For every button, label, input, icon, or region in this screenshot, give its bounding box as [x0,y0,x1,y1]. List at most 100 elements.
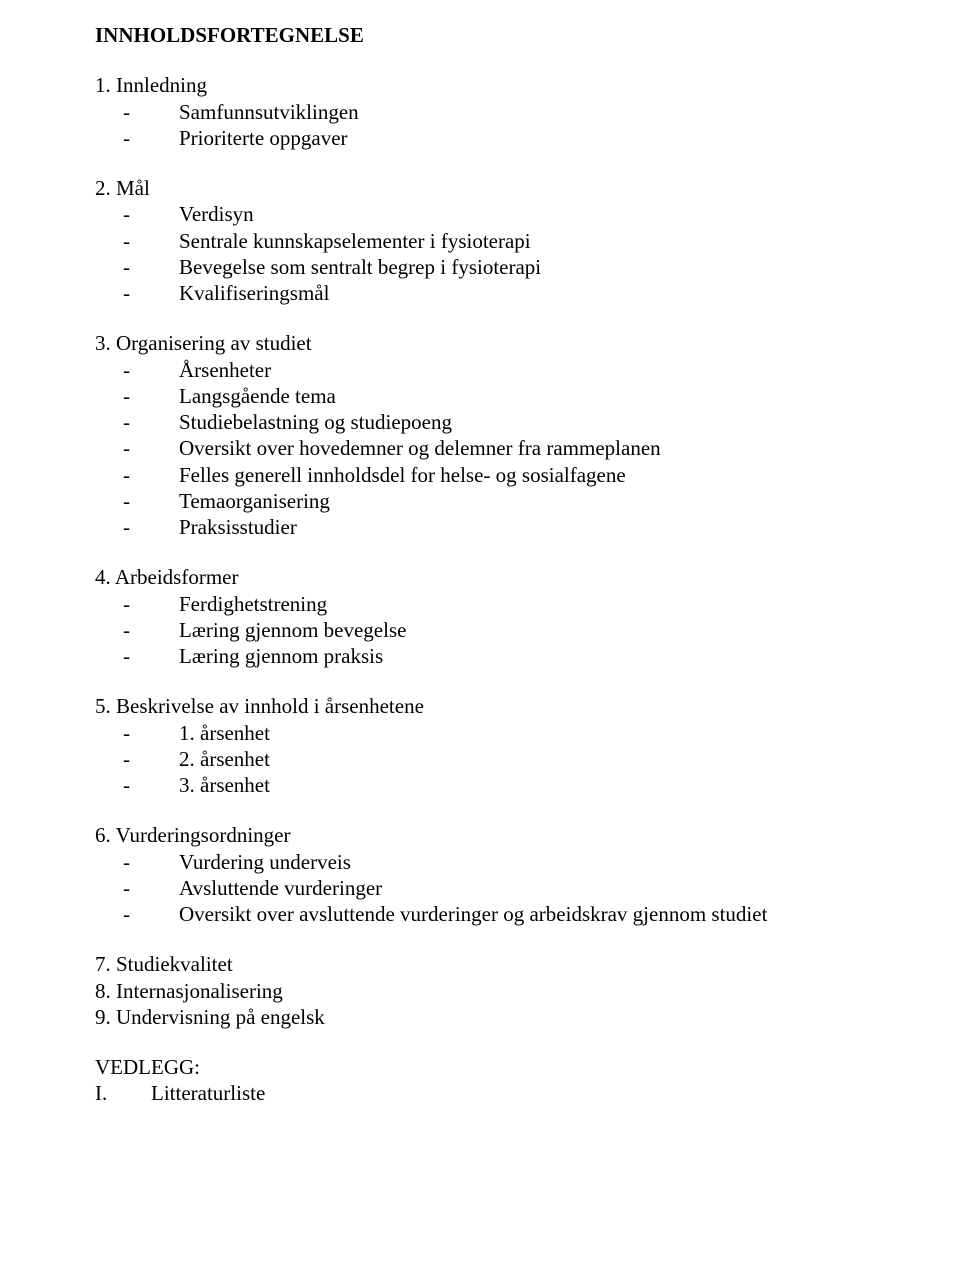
toc-section-head: 9. Undervisning på engelsk35 [95,1004,960,1030]
toc-sub-label: Verdisyn [179,201,254,227]
vedlegg-roman: I. [95,1080,151,1106]
toc-section-head: 5. Beskrivelse av innhold i årsenhetene1… [95,693,960,719]
toc-sub-label-wrap: -Ferdighetstrening [95,591,327,617]
toc-section-head: 7. Studiekvalitet33 [95,951,960,977]
toc-section-head: 3. Organisering av studiet7 [95,330,960,356]
toc-sub-label: Vurdering underveis [179,849,351,875]
toc-sub-label-wrap: -Kvalifiseringsmål [95,280,329,306]
dash-icon: - [95,383,179,409]
dash-icon: - [95,125,179,151]
toc-section-label: 9. Undervisning på engelsk [95,1004,325,1030]
toc-sub-label-wrap: -Verdisyn [95,201,254,227]
toc-sub-label: Prioriterte oppgaver [179,125,348,151]
dash-icon: - [95,617,179,643]
toc-section-label: 3. Organisering av studiet [95,330,312,356]
toc-sub-label-wrap: -3. årsenhet [95,772,270,798]
toc-sub-row: -2. årsenhet19 [95,746,960,772]
toc-sub-label-wrap: -Vurdering underveis [95,849,351,875]
dash-icon: - [95,591,179,617]
dash-icon: - [95,514,179,540]
dash-icon: - [95,901,179,927]
toc-sub-label: Bevegelse som sentralt begrep i fysioter… [179,254,541,280]
dash-icon: - [95,643,179,669]
vedlegg-label: Litteraturliste [151,1080,265,1106]
toc-header: INNHOLDSFORTEGNELSE Side [95,22,960,48]
toc-sub-row: -Ferdighetstrening13 [95,591,960,617]
dash-icon: - [95,462,179,488]
toc-sections: 1. Innledning1-Samfunnsutviklingen1-Prio… [95,72,960,1030]
toc-sub-label-wrap: -Temaorganisering [95,488,330,514]
toc-section: 7. Studiekvalitet33 [95,951,960,977]
toc-section-head: 8. Internasjonalisering34 [95,978,960,1004]
toc-sub-label: Ferdighetstrening [179,591,327,617]
dash-icon: - [95,409,179,435]
toc-sub-row: -Temaorganisering10 [95,488,960,514]
toc-section: 3. Organisering av studiet7-Årsenheter7-… [95,330,960,540]
toc-sub-label-wrap: -Oversikt over avsluttende vurderinger o… [95,901,767,927]
toc-section-head: 4. Arbeidsformer13 [95,564,960,590]
vedlegg-items: I.Litteraturliste [95,1080,960,1106]
toc-sub-row: -Langsgående tema7 [95,383,960,409]
toc-sub-row: -Bevegelse som sentralt begrep i fysiote… [95,254,960,280]
toc-sub-label-wrap: -Bevegelse som sentralt begrep i fysiote… [95,254,541,280]
dash-icon: - [95,720,179,746]
toc-sub-label: Temaorganisering [179,488,330,514]
toc-sub-label: Felles generell innholdsdel for helse- o… [179,462,626,488]
vedlegg-block: VEDLEGG: I.Litteraturliste [95,1054,960,1107]
dash-icon: - [95,488,179,514]
toc-sub-label-wrap: -Felles generell innholdsdel for helse- … [95,462,626,488]
toc-sub-row: -Felles generell innholdsdel for helse- … [95,462,960,488]
toc-sub-label-wrap: -1. årsenhet [95,720,270,746]
toc-sub-label-wrap: -Prioriterte oppgaver [95,125,348,151]
toc-sub-row: -Prioriterte oppgaver1 [95,125,960,151]
toc-sub-label-wrap: -Studiebelastning og studiepoeng [95,409,452,435]
dash-icon: - [95,875,179,901]
toc-sub-row: -Kvalifiseringsmål5 [95,280,960,306]
toc-sub-label: Samfunnsutviklingen [179,99,359,125]
toc-section: 8. Internasjonalisering34 [95,978,960,1004]
toc-sub-label-wrap: -Praksisstudier [95,514,297,540]
toc-section-head: 6. Vurderingsordninger25 [95,822,960,848]
dash-icon: - [95,849,179,875]
toc-section: 6. Vurderingsordninger25-Vurdering under… [95,822,960,927]
toc-sub-row: -Sentrale kunnskapselementer i fysiotera… [95,228,960,254]
toc-sub-label-wrap: -Årsenheter [95,357,271,383]
toc-section: 9. Undervisning på engelsk35 [95,1004,960,1030]
toc-sub-label: 1. årsenhet [179,720,270,746]
dash-icon: - [95,201,179,227]
dash-icon: - [95,435,179,461]
toc-sub-label-wrap: -2. årsenhet [95,746,270,772]
toc-section: 5. Beskrivelse av innhold i årsenhetene1… [95,693,960,798]
toc-section: 1. Innledning1-Samfunnsutviklingen1-Prio… [95,72,960,151]
toc-sub-row: -Læring gjennom praksis14 [95,643,960,669]
toc-sub-row: -Oversikt over avsluttende vurderinger o… [95,901,960,927]
toc-section: 4. Arbeidsformer13-Ferdighetstrening13-L… [95,564,960,669]
toc-section-label: 5. Beskrivelse av innhold i årsenhetene [95,693,424,719]
toc-sub-label-wrap: -Sentrale kunnskapselementer i fysiotera… [95,228,531,254]
toc-section-head: 1. Innledning1 [95,72,960,98]
toc-sub-row: -Studiebelastning og studiepoeng7 [95,409,960,435]
toc-sub-label-wrap: -Samfunnsutviklingen [95,99,359,125]
toc-sub-label: 2. årsenhet [179,746,270,772]
toc-sub-row: -Verdisyn3 [95,201,960,227]
toc-sub-row: -1. årsenhet16 [95,720,960,746]
toc-sub-label: Praksisstudier [179,514,297,540]
toc-section-label: 1. Innledning [95,72,207,98]
toc-sub-label: Avsluttende vurderinger [179,875,382,901]
toc-sub-row: -Vurdering underveis25 [95,849,960,875]
toc-sub-label-wrap: -Oversikt over hovedemner og delemner fr… [95,435,661,461]
toc-sub-label: Oversikt over avsluttende vurderinger og… [179,901,767,927]
toc-section-head: 2. Mål3 [95,175,960,201]
toc-sub-label: Sentrale kunnskapselementer i fysioterap… [179,228,531,254]
dash-icon: - [95,254,179,280]
toc-sub-row: -Avsluttende vurderinger27 [95,875,960,901]
toc-sub-row: -Praksisstudier11 [95,514,960,540]
dash-icon: - [95,357,179,383]
toc-sub-row: -Oversikt over hovedemner og delemner fr… [95,435,960,461]
toc-section: 2. Mål3-Verdisyn3-Sentrale kunnskapselem… [95,175,960,306]
toc-sub-label: Læring gjennom bevegelse [179,617,406,643]
toc-sub-row: -Årsenheter7 [95,357,960,383]
dash-icon: - [95,280,179,306]
toc-sub-label-wrap: -Avsluttende vurderinger [95,875,382,901]
toc-sub-label-wrap: -Læring gjennom bevegelse [95,617,406,643]
